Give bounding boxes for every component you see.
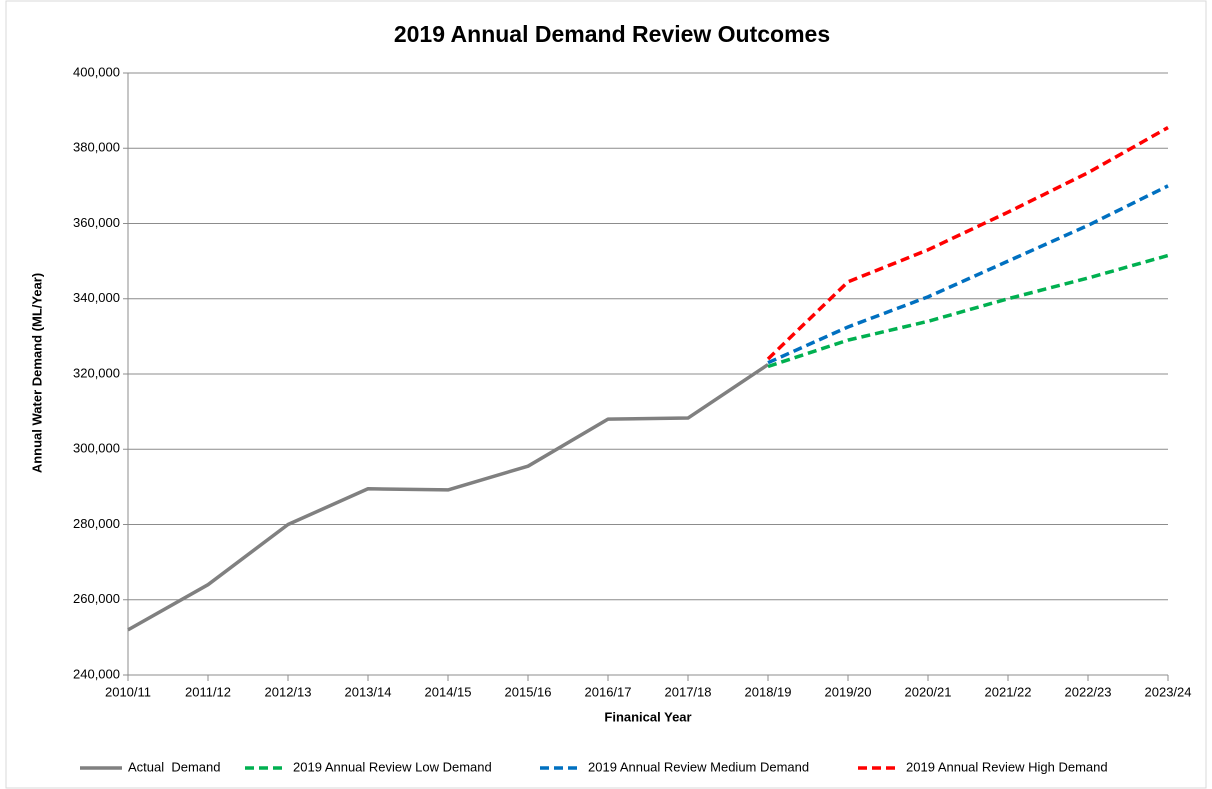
x-tick-label: 2010/11 xyxy=(105,684,151,699)
x-tick-label: 2022/23 xyxy=(1065,684,1112,699)
x-tick-label: 2016/17 xyxy=(585,684,632,699)
legend-label: 2019 Annual Review Low Demand xyxy=(293,759,492,774)
x-tick-label: 2011/12 xyxy=(185,684,231,699)
legend-label: Actual Demand xyxy=(128,759,221,774)
y-tick-label: 400,000 xyxy=(73,64,120,79)
x-tick-label: 2020/21 xyxy=(905,684,952,699)
y-tick-label: 300,000 xyxy=(73,441,120,456)
y-tick-label: 360,000 xyxy=(73,215,120,230)
series-line xyxy=(767,184,1169,365)
x-tick-label: 2012/13 xyxy=(265,684,312,699)
y-tick-label: 340,000 xyxy=(73,290,120,305)
x-tick-label: 2015/16 xyxy=(505,684,552,699)
x-tick-label: 2013/14 xyxy=(345,684,392,699)
legend-label: 2019 Annual Review Medium Demand xyxy=(588,759,809,774)
x-tick-label: 2018/19 xyxy=(745,684,792,699)
y-axis-title: Annual Water Demand (ML/Year) xyxy=(29,273,44,473)
series-line xyxy=(127,363,769,632)
y-tick-label: 320,000 xyxy=(73,365,120,380)
chart-title: 2019 Annual Demand Review Outcomes xyxy=(394,21,830,47)
series-line xyxy=(766,126,1169,361)
x-tick-label: 2021/22 xyxy=(985,684,1032,699)
chart-frame xyxy=(5,0,1207,789)
x-tick-label: 2019/20 xyxy=(825,684,872,699)
y-tick-label: 260,000 xyxy=(73,591,120,606)
series-line xyxy=(767,253,1169,369)
x-tick-label: 2017/18 xyxy=(665,684,712,699)
x-axis-title: Finanical Year xyxy=(604,709,691,724)
x-tick-label: 2014/15 xyxy=(425,684,472,699)
y-tick-label: 380,000 xyxy=(73,140,120,155)
y-tick-label: 280,000 xyxy=(73,516,120,531)
legend-label: 2019 Annual Review High Demand xyxy=(906,759,1108,774)
x-tick-label: 2023/24 xyxy=(1145,684,1192,699)
y-tick-label: 240,000 xyxy=(73,666,120,681)
